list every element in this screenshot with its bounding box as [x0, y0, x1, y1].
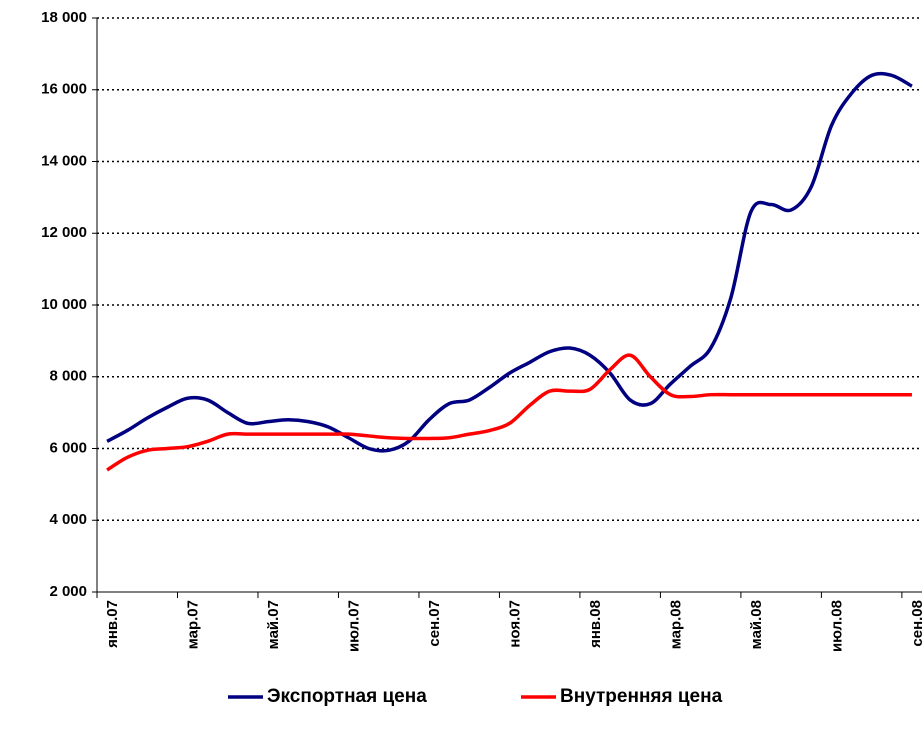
x-tick-label: сен.07: [426, 600, 443, 647]
y-tick-label: 16 000: [41, 81, 87, 98]
x-tick-label: май.07: [265, 600, 282, 649]
x-tick-label: янв.07: [104, 600, 121, 648]
x-tick-label: мар.07: [185, 600, 202, 649]
x-tick-label: янв.08: [587, 600, 604, 648]
y-tick-label: 4 000: [49, 511, 87, 528]
x-tick-label: мар.08: [667, 600, 684, 649]
series-line: [106, 353, 912, 472]
x-tick-label: июл.07: [345, 600, 362, 652]
y-tick-label: 10 000: [41, 296, 87, 313]
series-line: [106, 71, 913, 453]
y-tick-label: 18 000: [41, 9, 87, 26]
x-tick-label: июл.08: [828, 600, 845, 652]
y-tick-label: 12 000: [41, 224, 87, 241]
x-tick-label: ноя.07: [506, 600, 523, 648]
x-tick-label: сен.08: [909, 600, 922, 647]
y-tick-label: 6 000: [49, 439, 87, 456]
legend-label: Экспортная цена: [267, 686, 427, 707]
x-tick-label: май.08: [748, 600, 765, 649]
y-tick-label: 2 000: [49, 583, 87, 600]
y-tick-label: 8 000: [49, 368, 87, 385]
legend-label: Внутренняя цена: [560, 686, 723, 707]
y-tick-label: 14 000: [41, 152, 87, 169]
